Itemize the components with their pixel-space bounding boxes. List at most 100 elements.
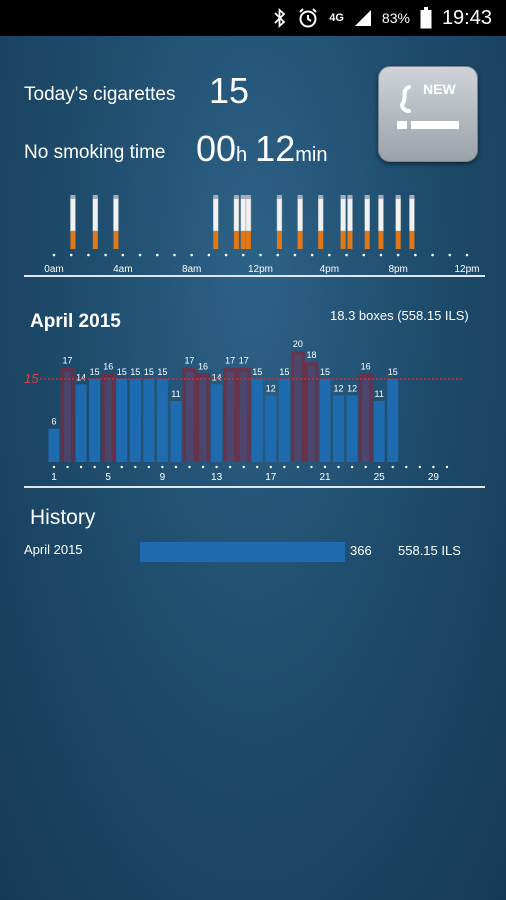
bar-highlight xyxy=(60,367,75,462)
bar xyxy=(129,378,141,462)
timeline-cigarette xyxy=(297,195,303,249)
x-tick xyxy=(418,465,422,469)
bar xyxy=(373,401,385,462)
timeline-tick xyxy=(190,253,193,257)
x-tick xyxy=(296,465,300,469)
bar-value-label: 12 xyxy=(347,383,357,393)
bar xyxy=(75,384,87,462)
timeline-tick xyxy=(104,253,107,257)
status-bar: 4G 83% 19:43 xyxy=(0,0,506,36)
divider xyxy=(24,486,485,488)
x-tick xyxy=(242,465,245,469)
bar xyxy=(116,378,128,462)
timeline-tick xyxy=(121,253,125,257)
timeline-cigarette xyxy=(409,195,415,249)
hours-value: 00 xyxy=(196,128,237,169)
bar xyxy=(156,378,168,462)
month-summary: 18.3 boxes (558.15 ILS) xyxy=(330,308,469,323)
x-tick-label: 29 xyxy=(428,472,440,483)
timeline-cigarette xyxy=(213,195,219,249)
bar-value-label: 15 xyxy=(130,367,140,377)
bar xyxy=(333,395,345,462)
timeline-tick-label: 4pm xyxy=(320,264,339,275)
bar-value-label: 18 xyxy=(306,350,316,360)
bar xyxy=(319,378,331,462)
timeline-cigarette xyxy=(245,195,252,249)
bar xyxy=(346,395,358,462)
x-tick-label: 17 xyxy=(265,472,277,483)
x-tick xyxy=(256,465,259,469)
timeline-tick xyxy=(465,253,469,257)
bar-value-label: 6 xyxy=(51,417,56,427)
bar xyxy=(278,378,290,462)
timeline-tick xyxy=(448,253,452,257)
daily-timeline: 0am 4am 8am 12pm 4pm 8pm 12pm xyxy=(44,195,480,275)
timeline-tick xyxy=(224,253,228,257)
history-title: History xyxy=(30,506,96,529)
x-tick-label: 1 xyxy=(51,472,57,483)
signal-icon xyxy=(354,9,372,27)
timeline-tick xyxy=(259,253,262,257)
x-tick xyxy=(405,465,408,469)
x-tick xyxy=(147,465,151,469)
history-row-cost: 558.15 ILS xyxy=(398,543,461,558)
timeline-tick xyxy=(293,253,297,257)
bar-value-label: 16 xyxy=(361,361,371,371)
bar xyxy=(265,395,277,462)
timeline-cigarette xyxy=(92,195,99,249)
timeline-cigarette xyxy=(70,195,76,249)
timeline-tick xyxy=(345,253,348,257)
bar-value-label: 15 xyxy=(157,367,167,377)
x-tick xyxy=(134,465,137,469)
alarm-icon xyxy=(297,7,319,29)
timeline-tick xyxy=(396,253,400,257)
timeline-tick xyxy=(52,253,56,257)
bar xyxy=(48,428,60,462)
todays-cigarettes-value: 15 xyxy=(209,70,250,111)
x-tick xyxy=(66,465,69,469)
timeline-tick xyxy=(69,253,73,257)
bar-value-label: 15 xyxy=(117,367,127,377)
history-row-bar[interactable] xyxy=(140,542,345,562)
bar-highlight xyxy=(223,367,238,462)
bar-value-label: 17 xyxy=(225,356,235,366)
timeline-tick xyxy=(138,253,142,257)
bar xyxy=(199,377,207,462)
x-tick xyxy=(391,465,394,469)
bar xyxy=(251,378,263,462)
x-tick xyxy=(310,465,313,469)
bar-value-label: 14 xyxy=(212,372,222,382)
timeline-cigarette xyxy=(240,195,247,249)
timeline-cigarette xyxy=(113,195,119,249)
bar-highlight xyxy=(236,367,251,462)
bar-value-label: 15 xyxy=(90,367,100,377)
bar-highlight xyxy=(196,373,211,462)
new-cigarette-button[interactable]: NEW xyxy=(378,66,478,162)
bar-value-label: 11 xyxy=(171,389,180,399)
timeline-cigarette xyxy=(340,195,346,249)
bar-value-label: 11 xyxy=(375,389,384,399)
timeline-cigarette xyxy=(364,195,370,249)
x-tick xyxy=(364,465,367,469)
timeline-tick-label: 4am xyxy=(113,264,132,275)
timeline-tick-label: 8am xyxy=(182,264,201,275)
bar xyxy=(226,371,234,462)
bar xyxy=(89,378,101,462)
x-tick xyxy=(269,465,272,469)
bar-highlight xyxy=(304,362,319,462)
history-row-count: 366 xyxy=(350,543,372,558)
timeline-cigarette xyxy=(317,195,324,249)
bar-value-label: 15 xyxy=(252,367,262,377)
x-tick-label: 5 xyxy=(105,472,111,483)
x-tick xyxy=(323,465,327,469)
bar xyxy=(211,384,223,462)
x-tick-label: 9 xyxy=(160,472,166,483)
x-tick xyxy=(107,465,110,469)
bar-highlight xyxy=(101,373,116,462)
history-row-label[interactable]: April 2015 xyxy=(24,542,83,557)
bar-value-label: 15 xyxy=(279,367,289,377)
x-tick xyxy=(93,465,96,469)
timeline-tick xyxy=(431,253,434,257)
x-tick xyxy=(337,465,340,469)
minutes-value: 12 xyxy=(255,128,296,169)
